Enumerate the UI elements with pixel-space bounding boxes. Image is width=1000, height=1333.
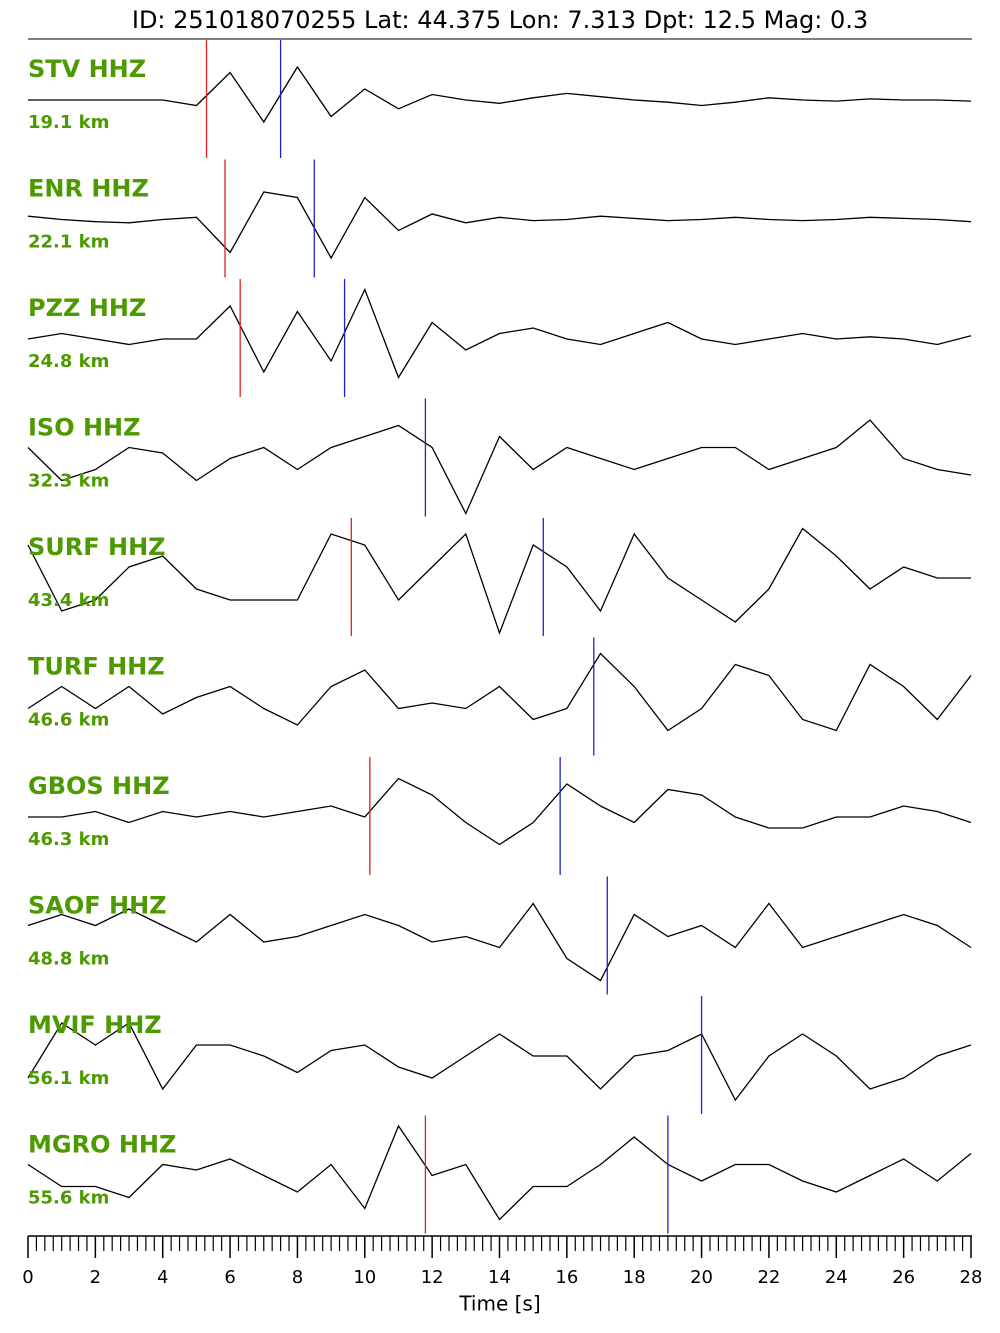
distance-label: 46.3 km [28,829,109,850]
station-label: MVIF HHZ [28,1011,162,1039]
x-tick-label: 12 [421,1267,444,1288]
distance-label: 46.6 km [28,710,109,731]
x-tick-label: 8 [292,1267,303,1288]
waveform [27,527,971,635]
station-label: SURF HHZ [28,533,166,561]
distance-label: 19.1 km [28,112,109,133]
distance-label: 32.3 km [28,471,109,492]
station-label: TURF HHZ [28,653,165,681]
x-tick-label: 16 [555,1267,578,1288]
distance-label: 55.6 km [28,1188,109,1209]
x-axis-label: Time [s] [458,1292,540,1316]
station-label: ISO HHZ [28,414,141,442]
station-label: STV HHZ [28,55,146,83]
x-tick-label: 22 [757,1267,780,1288]
distance-label: 48.8 km [28,949,109,970]
waveform [27,652,972,732]
x-tick-label: 0 [22,1267,33,1288]
distance-label: 43.4 km [28,590,109,611]
x-tick-label: 20 [690,1267,713,1288]
waveform [28,65,972,124]
x-tick-label: 28 [960,1267,983,1288]
waveform [27,902,972,982]
waveform [28,777,972,846]
station-label: PZZ HHZ [28,294,146,322]
station-label: MGRO HHZ [28,1131,176,1159]
waveform [27,287,972,379]
station-label: SAOF HHZ [28,892,167,920]
distance-label: 22.1 km [28,232,109,253]
x-tick-label: 18 [623,1267,646,1288]
waveform [27,1124,972,1221]
distance-label: 56.1 km [28,1068,109,1089]
x-tick-label: 14 [488,1267,511,1288]
waveform [27,419,972,516]
x-tick-label: 2 [90,1267,101,1288]
waveform [27,1022,972,1102]
station-label: GBOS HHZ [28,772,170,800]
x-tick-label: 10 [353,1267,376,1288]
distance-label: 24.8 km [28,351,109,372]
chart-title: ID: 251018070255 Lat: 44.375 Lon: 7.313 … [132,6,868,34]
waveform [27,191,972,260]
station-label: ENR HHZ [28,175,149,203]
x-tick-label: 24 [825,1267,848,1288]
x-tick-label: 4 [157,1267,168,1288]
x-tick-label: 6 [224,1267,235,1288]
x-tick-label: 26 [892,1267,915,1288]
